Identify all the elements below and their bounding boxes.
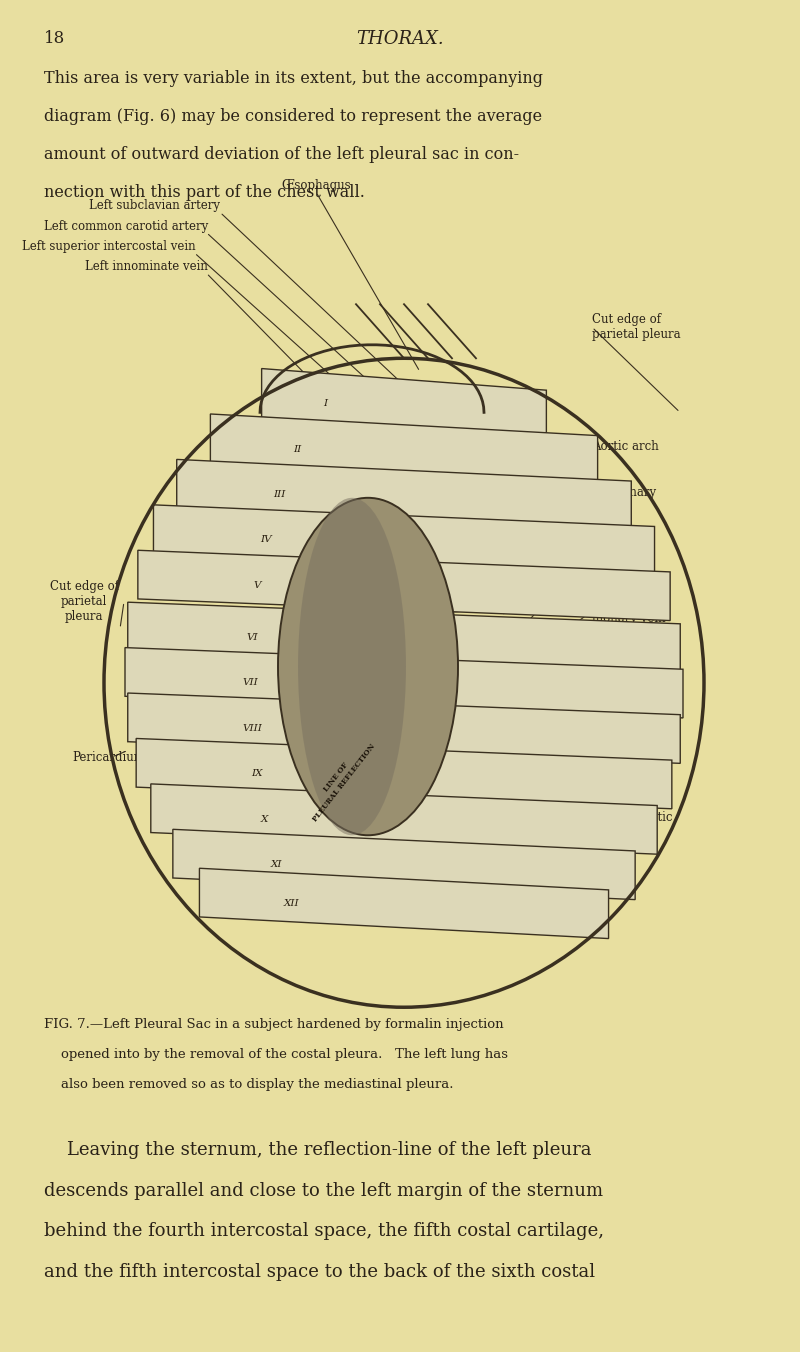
Polygon shape [210,414,598,484]
Text: VIII: VIII [242,723,262,733]
Polygon shape [262,369,546,439]
Ellipse shape [278,498,458,836]
Text: opened into by the removal of the costal pleura.   The left lung has: opened into by the removal of the costal… [44,1048,508,1061]
Text: Leaving the sternum, the reflection-line of the left pleura: Leaving the sternum, the reflection-line… [44,1141,591,1159]
Text: Bronchus: Bronchus [592,545,649,558]
Text: Left subclavian artery: Left subclavian artery [89,199,220,212]
Text: Œsophagus: Œsophagus [592,669,662,683]
Text: VI: VI [246,633,258,642]
Polygon shape [136,738,672,808]
Polygon shape [177,460,631,530]
Text: THORAX.: THORAX. [356,30,444,47]
Text: also been removed so as to display the mediastinal pleura.: also been removed so as to display the m… [44,1078,454,1091]
Text: X: X [261,814,269,823]
Text: Aortic arch: Aortic arch [592,439,658,453]
Text: VII: VII [242,679,258,687]
Text: Lower pul-
monary vein: Lower pul- monary vein [592,598,666,625]
Text: This area is very variable in its extent, but the accompanying: This area is very variable in its extent… [44,70,543,88]
Text: amount of outward deviation of the left pleural sac in con-: amount of outward deviation of the left … [44,146,519,164]
Polygon shape [138,550,670,621]
Text: IV: IV [260,535,272,545]
Text: XI: XI [271,860,282,869]
Polygon shape [125,648,683,718]
Text: 18: 18 [44,30,66,47]
Polygon shape [128,694,680,764]
Text: Pulmonary
artery: Pulmonary artery [592,487,656,514]
Text: Pericardium: Pericardium [72,750,145,764]
Text: II: II [294,445,302,454]
Text: LINE OF
PLEURAL REFLECTION: LINE OF PLEURAL REFLECTION [303,737,377,823]
Text: Left common carotid artery: Left common carotid artery [44,219,208,233]
Text: V: V [254,581,262,589]
Text: Left innominate vein: Left innominate vein [85,260,208,273]
Polygon shape [128,602,680,672]
Text: Left superior intercostal vein: Left superior intercostal vein [22,239,196,253]
Text: XII: XII [284,899,299,909]
Polygon shape [173,829,635,899]
Text: I: I [324,399,328,408]
Text: FIG. 7.—Left Pleural Sac in a subject hardened by formalin injection: FIG. 7.—Left Pleural Sac in a subject ha… [44,1018,504,1032]
Text: Cut edge of
parietal
pleura: Cut edge of parietal pleura [50,580,118,623]
Text: IX: IX [251,769,262,779]
FancyBboxPatch shape [104,358,704,1007]
Text: behind the fourth intercostal space, the fifth costal cartilage,: behind the fourth intercostal space, the… [44,1222,604,1240]
Polygon shape [199,868,609,938]
Polygon shape [154,504,654,575]
Text: nection with this part of the chest wall.: nection with this part of the chest wall… [44,184,365,201]
Polygon shape [151,784,657,854]
Text: descends parallel and close to the left margin of the sternum: descends parallel and close to the left … [44,1182,603,1199]
Text: diagram (Fig. 6) may be considered to represent the average: diagram (Fig. 6) may be considered to re… [44,108,542,126]
Text: III: III [273,489,285,499]
Ellipse shape [298,498,406,836]
Text: Diaphragmatic
pleura: Diaphragmatic pleura [584,811,673,838]
Text: Œsophagus: Œsophagus [281,178,351,192]
Text: and the fifth intercostal space to the back of the sixth costal: and the fifth intercostal space to the b… [44,1263,595,1280]
Text: Cut edge of
parietal pleura: Cut edge of parietal pleura [592,314,681,341]
